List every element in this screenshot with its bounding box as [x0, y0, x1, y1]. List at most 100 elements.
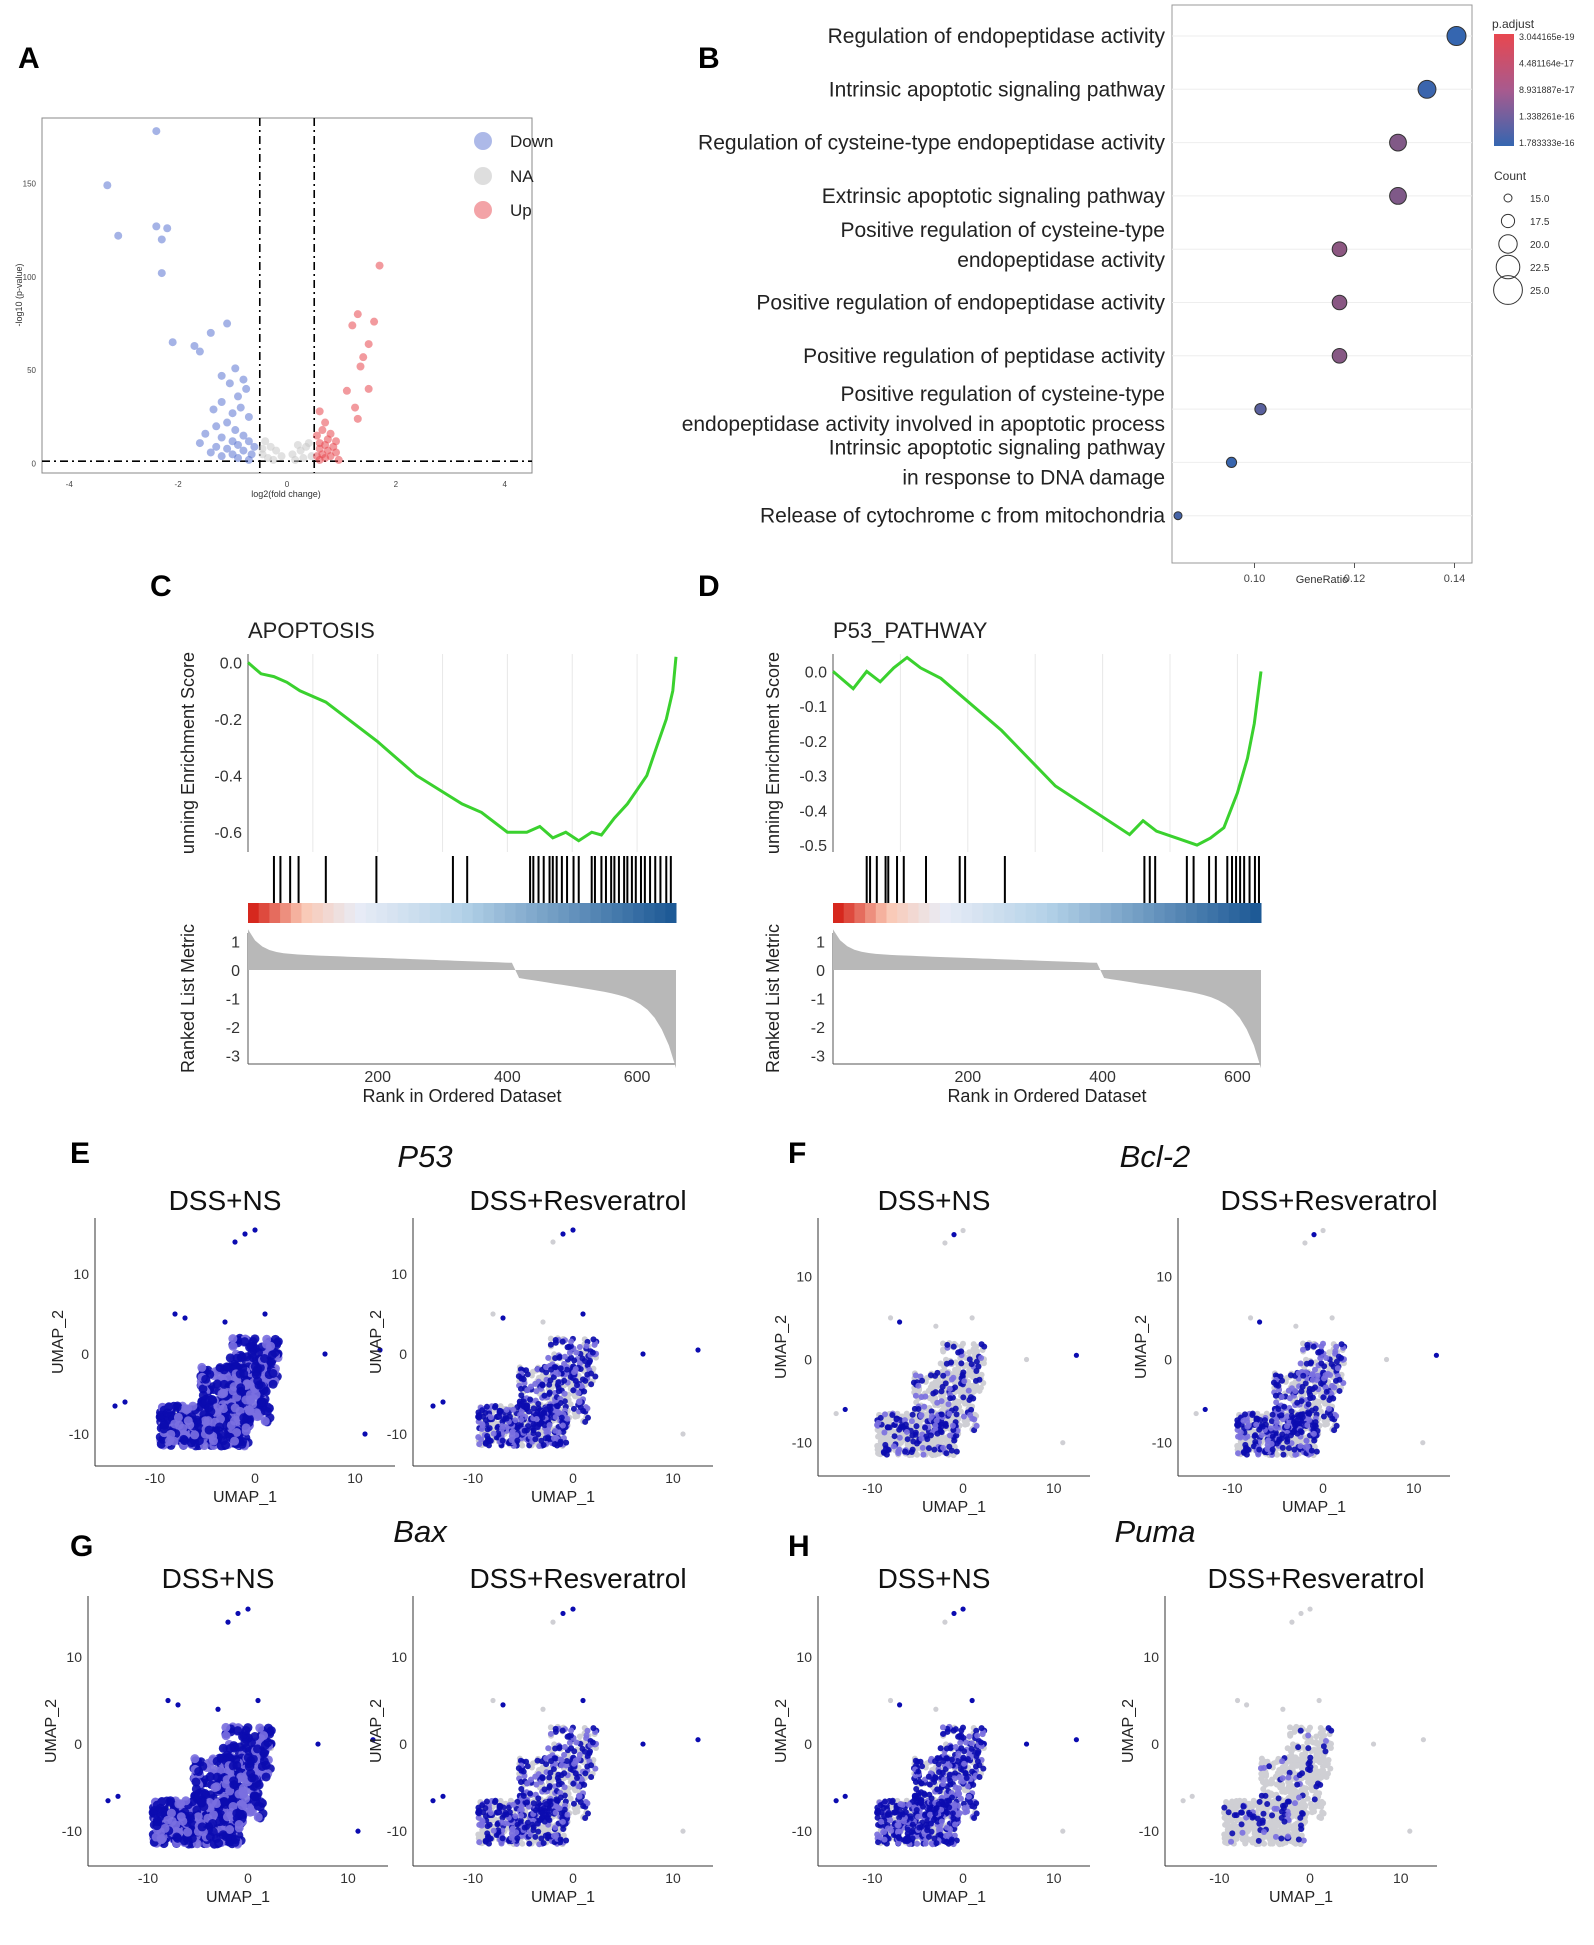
gsea-rank-color-segment — [397, 903, 409, 923]
umap-expressing-cell — [940, 1372, 947, 1379]
umap-expressing-cell — [588, 1381, 595, 1388]
gsea-es-tick: -0.1 — [799, 699, 827, 716]
umap-outlier-cell — [1073, 1352, 1079, 1358]
umap-expressing-cell — [487, 1437, 494, 1444]
legend-down-label: Down — [510, 132, 553, 151]
go-dot — [1331, 241, 1348, 257]
umap-expressing-cell — [557, 1438, 564, 1445]
gsea-metric-tick: -3 — [811, 1048, 825, 1065]
umap-expressing-cell — [514, 1424, 521, 1431]
umap-expressing-cell — [566, 1349, 573, 1356]
gsea-metric-tick: -1 — [226, 992, 240, 1009]
umap-x-tick: -10 — [145, 1470, 165, 1486]
umap-expressing-cell — [550, 1435, 557, 1442]
umap-expressing-cell — [918, 1412, 925, 1419]
umap-outlier-cell — [933, 1323, 939, 1329]
gsea-rank-color-segment — [1218, 903, 1230, 923]
gsea-rank-color-segment — [854, 903, 866, 923]
volcano-point-down — [234, 392, 242, 401]
umap-expressing-cell — [219, 1388, 229, 1398]
go-term-label: Positive regulation of endopeptidase act… — [756, 292, 1165, 315]
umap-outlier-cell — [112, 1403, 118, 1409]
gsea-title: APOPTOSIS — [248, 618, 375, 643]
umap-expressing-cell — [244, 1406, 254, 1416]
gsea-rank-color-segment — [322, 903, 335, 923]
umap-outlier-cell — [322, 1351, 328, 1357]
umap-y-tick: 10 — [796, 1268, 812, 1284]
gsea-metric-area — [248, 929, 676, 1069]
umap-expressing-cell — [215, 1422, 225, 1432]
go-x-tick: 0.12 — [1344, 573, 1365, 585]
gsea-rank-color-segment — [1164, 903, 1176, 923]
gsea-metric-label: Ranked List Metric — [178, 924, 198, 1073]
umap-expressing-cell — [571, 1369, 578, 1376]
go-dot — [1254, 402, 1267, 416]
umap-expressing-cell — [239, 1413, 249, 1423]
umap-expressing-cell — [899, 1423, 906, 1430]
volcano-x-tick: 2 — [394, 480, 399, 489]
umap-y-label: UMAP_2 — [368, 1310, 385, 1374]
umap-outlier-cell — [362, 1431, 368, 1437]
umap-expressing-cell — [547, 1341, 554, 1348]
go-x-tick: 0.14 — [1444, 573, 1465, 585]
go-x-tick: 0.10 — [1244, 573, 1265, 585]
umap-cell — [974, 1348, 981, 1355]
umap-expressing-cell — [201, 1374, 211, 1384]
go-dotplot: Regulation of endopeptidase activityIntr… — [682, 4, 1575, 586]
umap-expressing-cell — [952, 1384, 959, 1391]
gsea-rank-color-segment — [462, 903, 474, 923]
umap-expressing-cell — [487, 1414, 494, 1421]
colorbar-label: 4.481164e-17 — [1519, 59, 1574, 69]
umap-expressing-cell — [230, 1436, 240, 1446]
umap-expressing-cell — [212, 1379, 222, 1389]
umap-expressing-cell — [508, 1437, 515, 1444]
umap-expressing-cell — [190, 1430, 200, 1440]
volcano-point-down — [228, 409, 237, 418]
umap-outlier-cell — [500, 1315, 506, 1321]
size-legend-label: 22.5 — [1530, 263, 1550, 274]
umap-expressing-cell — [532, 1380, 539, 1387]
umap-expressing-cell — [902, 1448, 909, 1455]
gsea-es-tick: -0.4 — [214, 769, 242, 786]
umap-expressing-cell — [557, 1365, 564, 1372]
gsea-rank-color-segment — [526, 903, 538, 923]
volcano-point-down — [217, 398, 226, 406]
gsea-title: P53_PATHWAY — [833, 618, 988, 643]
panel-letter-c: C — [150, 570, 172, 603]
go-dot — [1331, 348, 1348, 364]
gsea-rank-color-segment — [1089, 903, 1101, 923]
gsea-es-tick: -0.2 — [214, 712, 242, 729]
umap-expressing-cell — [945, 1401, 952, 1408]
umap-expressing-cell — [524, 1387, 531, 1394]
umap-expressing-cell — [204, 1425, 214, 1435]
umap-expressing-cell — [927, 1432, 934, 1439]
umap-expressing-cell — [510, 1406, 517, 1413]
gsea-p53-pathway: P53_PATHWAY0.0-0.1-0.2-0.3-0.4-0.510-1-2… — [763, 618, 1263, 1106]
volcano-point-down — [223, 444, 232, 453]
gsea-rank-color-segment — [248, 903, 260, 923]
go-term-label: endopeptidase activity — [957, 249, 1165, 272]
volcano-x-label: log2(fold change) — [251, 489, 321, 499]
legend-na-label: NA — [510, 167, 534, 186]
umap-cell — [943, 1438, 950, 1445]
volcano-point-down — [217, 371, 226, 380]
umap-expressing-cell — [546, 1391, 553, 1398]
volcano-point-up — [370, 317, 379, 326]
umap-x-tick: 10 — [1406, 1480, 1422, 1496]
volcano-point-down — [212, 442, 221, 451]
volcano-point-na — [291, 455, 300, 464]
umap-expressing-cell — [932, 1389, 939, 1396]
umap-outlier-cell — [182, 1315, 188, 1321]
gsea-rank-color-segment — [1004, 903, 1016, 923]
umap-cell — [970, 1341, 977, 1348]
umap-expressing-cell — [229, 1416, 239, 1426]
umap-y-tick: 10 — [391, 1266, 407, 1282]
gsea-rank-color-segment — [451, 903, 463, 923]
umap-x-label: UMAP_1 — [1282, 1499, 1346, 1516]
umap-expressing-cell — [925, 1445, 932, 1452]
volcano-point-down — [152, 222, 161, 231]
colorbar-label: 8.931887e-17 — [1519, 85, 1575, 95]
size-legend-label: 17.5 — [1530, 217, 1550, 228]
gsea-rank-color-segment — [355, 903, 367, 923]
umap-y-label: UMAP_2 — [50, 1310, 67, 1374]
